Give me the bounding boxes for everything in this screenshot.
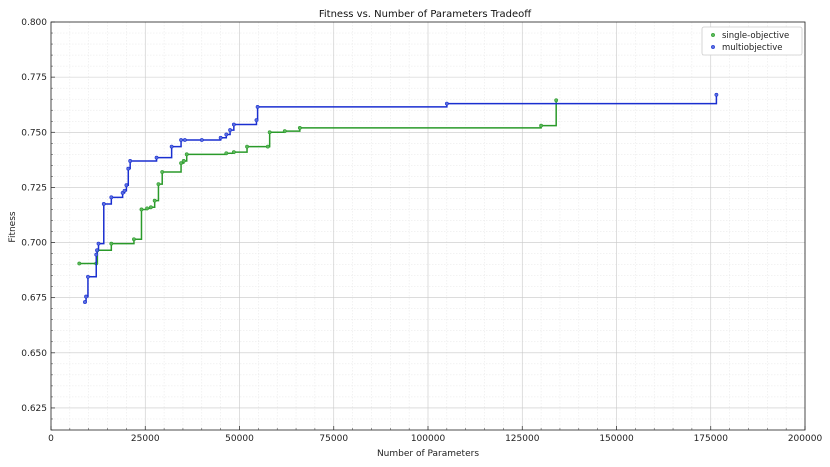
data-point-multiobjective xyxy=(218,135,223,140)
data-point-multiobjective xyxy=(228,128,232,132)
data-point-multiobjective xyxy=(126,166,131,171)
data-point-single-objective xyxy=(184,152,189,157)
data-point-multiobjective xyxy=(199,138,204,142)
y-tick-label: 0.675 xyxy=(21,294,47,304)
axis-ticks xyxy=(50,21,806,431)
data-point-single-objective xyxy=(156,182,161,186)
data-point-single-objective xyxy=(231,150,236,155)
data-point-multiobjective xyxy=(122,188,127,193)
x-axis-label: Number of Parameters xyxy=(377,449,479,459)
legend-label-multiobjective: multiobjective xyxy=(722,43,783,53)
data-point-single-objective xyxy=(267,130,272,135)
x-tick-label: 25000 xyxy=(131,434,160,444)
data-point-multiobjective xyxy=(182,138,187,142)
data-point-multiobjective xyxy=(128,159,133,163)
data-point-multiobjective xyxy=(83,300,87,304)
data-point-multiobjective xyxy=(255,105,260,109)
data-point-single-objective xyxy=(181,159,186,163)
data-point-multiobjective xyxy=(179,138,183,142)
x-tick-label: 50000 xyxy=(225,434,254,444)
x-tick-label: 75000 xyxy=(319,434,348,444)
x-tick-labels: 0 25000 50000 75000 100000 125000 150000 175000… xyxy=(48,434,822,444)
data-point-multiobjective xyxy=(444,101,449,106)
x-tick-label: 175000 xyxy=(694,434,729,444)
legend-box xyxy=(701,26,803,56)
data-point-single-objective xyxy=(160,170,165,174)
data-point-multiobjective xyxy=(96,241,101,246)
data-point-single-objective xyxy=(297,125,302,130)
legend-marker-multiobjective xyxy=(710,44,716,50)
data-point-multiobjective xyxy=(94,252,99,257)
data-point-single-objective xyxy=(554,98,559,103)
y-tick-label: 0.625 xyxy=(21,404,47,414)
legend-marker-single-objective xyxy=(710,32,716,38)
x-tick-label: 150000 xyxy=(599,434,634,444)
series-multiobjective xyxy=(83,92,719,304)
data-point-single-objective xyxy=(282,129,287,134)
y-axis-label: Fitness xyxy=(8,211,18,242)
data-point-multiobjective xyxy=(124,183,129,188)
data-point-single-objective xyxy=(139,207,144,212)
data-point-multiobjective xyxy=(84,294,88,299)
y-tick-label: 0.775 xyxy=(21,73,47,83)
legend-label-single-objective: single-objective xyxy=(722,31,789,41)
data-point-single-objective xyxy=(149,205,153,210)
series-layer xyxy=(77,92,719,304)
y-tick-label: 0.750 xyxy=(21,128,47,138)
data-point-multiobjective xyxy=(169,144,174,149)
series-single-objective xyxy=(77,98,559,266)
data-point-multiobjective xyxy=(224,132,229,137)
data-point-multiobjective xyxy=(109,195,114,200)
data-point-single-objective xyxy=(179,161,183,166)
y-tick-label: 0.800 xyxy=(21,18,47,28)
data-point-single-objective xyxy=(224,151,229,156)
data-point-single-objective xyxy=(145,206,150,211)
data-point-single-objective xyxy=(109,241,114,246)
y-tick-label: 0.650 xyxy=(21,349,47,359)
data-point-multiobjective xyxy=(95,248,99,253)
x-tick-label: 200000 xyxy=(788,434,823,444)
chart-title: Fitness vs. Number of Parameters Tradeof… xyxy=(319,9,532,20)
data-point-single-objective xyxy=(77,261,82,266)
y-tick-label: 0.700 xyxy=(21,239,47,249)
legend: single-objective multiobjective xyxy=(701,26,803,56)
data-point-single-objective xyxy=(245,144,249,149)
y-tick-labels: 0.625 0.650 0.675 0.700 0.725 0.750 0.775 0.800 xyxy=(21,18,47,414)
x-tick-label: 125000 xyxy=(505,434,540,444)
data-point-single-objective xyxy=(265,144,270,149)
x-tick-label: 0 xyxy=(48,434,54,444)
data-point-multiobjective xyxy=(101,202,106,206)
data-point-multiobjective xyxy=(231,122,236,127)
data-point-single-objective xyxy=(152,198,157,203)
data-point-multiobjective xyxy=(86,274,90,279)
x-tick-label: 100000 xyxy=(411,434,446,444)
data-point-single-objective xyxy=(539,123,544,128)
y-tick-label: 0.725 xyxy=(21,183,47,193)
data-point-single-objective xyxy=(132,237,136,242)
data-point-multiobjective xyxy=(714,92,719,97)
data-point-multiobjective xyxy=(154,155,159,160)
data-point-multiobjective xyxy=(254,118,259,123)
